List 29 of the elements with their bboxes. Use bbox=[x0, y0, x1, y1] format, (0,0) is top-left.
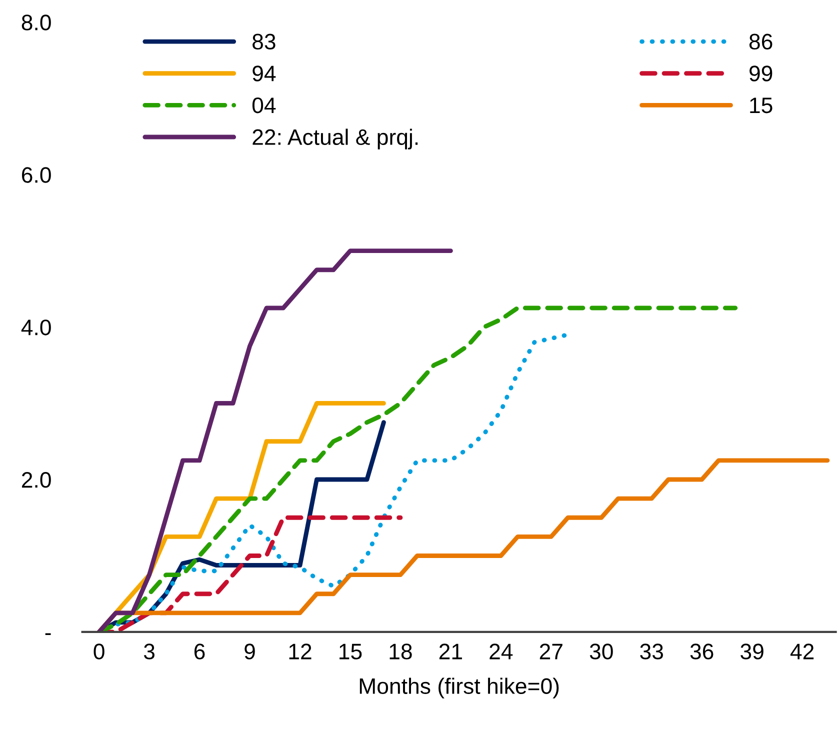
y-tick-label: 2.0 bbox=[22, 472, 51, 488]
x-tick-label: 12 bbox=[289, 644, 312, 660]
x-tick-label: 39 bbox=[740, 644, 764, 660]
x-tick-label: 18 bbox=[390, 644, 412, 660]
legend-label: 94 bbox=[252, 66, 276, 82]
y-tick-label: - bbox=[45, 633, 51, 635]
legend-label: 99 bbox=[750, 66, 772, 82]
line-series bbox=[96, 248, 453, 632]
x-tick-label: 36 bbox=[690, 644, 714, 660]
legend-label: 15 bbox=[750, 98, 772, 114]
x-tick-label: 9 bbox=[244, 644, 255, 660]
x-tick-label: 3 bbox=[144, 644, 154, 660]
legend-label: 22: Actual & prqj. bbox=[252, 128, 418, 150]
legend-label: 86 bbox=[749, 34, 772, 50]
y-tick-label: 8.0 bbox=[22, 14, 51, 30]
y-tick-label: 6.0 bbox=[22, 167, 51, 183]
x-tick-label: 15 bbox=[340, 644, 362, 660]
x-tick-label: 6 bbox=[194, 644, 205, 660]
legend-label: 83 bbox=[252, 34, 276, 50]
x-tick-label: 21 bbox=[439, 644, 462, 660]
x-axis-title: Months (first hike=0) bbox=[360, 678, 559, 698]
x-tick-label: 33 bbox=[640, 644, 663, 660]
x-tick-label: 24 bbox=[490, 644, 513, 660]
legend-label: 04 bbox=[252, 97, 276, 114]
y-tick-label: 4.0 bbox=[21, 320, 51, 336]
x-tick-label: 30 bbox=[590, 644, 613, 660]
x-tick-label: 42 bbox=[790, 644, 814, 660]
x-tick-label: 0 bbox=[94, 644, 104, 660]
x-tick-label: 27 bbox=[540, 644, 562, 660]
